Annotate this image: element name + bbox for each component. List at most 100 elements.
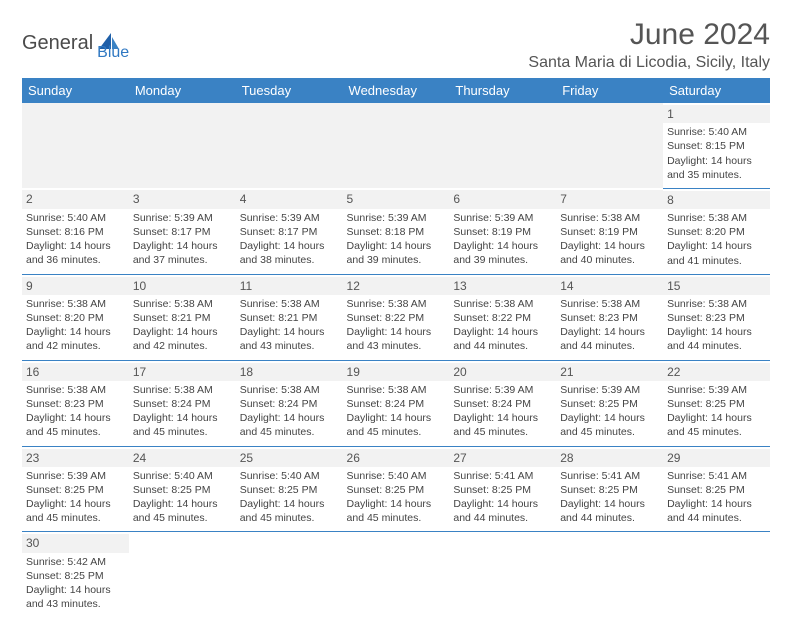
daylight-text: Daylight: 14 hours and 37 minutes. — [133, 239, 232, 267]
calendar-row: 23Sunrise: 5:39 AMSunset: 8:25 PMDayligh… — [22, 446, 770, 532]
logo: General Blue — [22, 24, 129, 62]
calendar-cell — [449, 103, 556, 188]
calendar-cell: 2Sunrise: 5:40 AMSunset: 8:16 PMDaylight… — [22, 188, 129, 274]
daylight-text: Daylight: 14 hours and 45 minutes. — [26, 411, 125, 439]
day-number: 7 — [556, 190, 663, 208]
daylight-text: Daylight: 14 hours and 44 minutes. — [560, 325, 659, 353]
day-number: 14 — [556, 277, 663, 295]
sunset-text: Sunset: 8:25 PM — [453, 483, 552, 497]
calendar-row: 30Sunrise: 5:42 AMSunset: 8:25 PMDayligh… — [22, 532, 770, 617]
daylight-text: Daylight: 14 hours and 45 minutes. — [133, 411, 232, 439]
sunrise-text: Sunrise: 5:42 AM — [26, 555, 125, 569]
sunrise-text: Sunrise: 5:39 AM — [453, 383, 552, 397]
sunrise-text: Sunrise: 5:38 AM — [667, 211, 766, 225]
daylight-text: Daylight: 14 hours and 45 minutes. — [240, 411, 339, 439]
sunrise-text: Sunrise: 5:39 AM — [240, 211, 339, 225]
calendar-cell: 11Sunrise: 5:38 AMSunset: 8:21 PMDayligh… — [236, 274, 343, 360]
calendar-cell — [129, 532, 236, 617]
day-number: 3 — [129, 190, 236, 208]
day-number: 8 — [663, 191, 770, 209]
sunrise-text: Sunrise: 5:38 AM — [240, 297, 339, 311]
sunset-text: Sunset: 8:21 PM — [240, 311, 339, 325]
calendar-row: 1Sunrise: 5:40 AMSunset: 8:15 PMDaylight… — [22, 103, 770, 188]
calendar-cell: 13Sunrise: 5:38 AMSunset: 8:22 PMDayligh… — [449, 274, 556, 360]
sunset-text: Sunset: 8:24 PM — [347, 397, 446, 411]
calendar-cell: 15Sunrise: 5:38 AMSunset: 8:23 PMDayligh… — [663, 274, 770, 360]
daylight-text: Daylight: 14 hours and 42 minutes. — [26, 325, 125, 353]
daylight-text: Daylight: 14 hours and 38 minutes. — [240, 239, 339, 267]
calendar-cell: 28Sunrise: 5:41 AMSunset: 8:25 PMDayligh… — [556, 446, 663, 532]
location: Santa Maria di Licodia, Sicily, Italy — [528, 54, 770, 72]
day-number: 26 — [343, 449, 450, 467]
day-number: 6 — [449, 190, 556, 208]
weekday-header: Tuesday — [236, 78, 343, 103]
calendar-cell: 23Sunrise: 5:39 AMSunset: 8:25 PMDayligh… — [22, 446, 129, 532]
sunset-text: Sunset: 8:22 PM — [453, 311, 552, 325]
weekday-header: Monday — [129, 78, 236, 103]
sunset-text: Sunset: 8:21 PM — [133, 311, 232, 325]
daylight-text: Daylight: 14 hours and 44 minutes. — [560, 497, 659, 525]
sunrise-text: Sunrise: 5:40 AM — [667, 125, 766, 139]
sunrise-text: Sunrise: 5:38 AM — [453, 297, 552, 311]
calendar-cell — [343, 103, 450, 188]
calendar-cell: 3Sunrise: 5:39 AMSunset: 8:17 PMDaylight… — [129, 188, 236, 274]
day-number: 5 — [343, 190, 450, 208]
day-number: 29 — [663, 449, 770, 467]
weekday-header: Thursday — [449, 78, 556, 103]
day-number: 4 — [236, 190, 343, 208]
daylight-text: Daylight: 14 hours and 39 minutes. — [347, 239, 446, 267]
calendar-cell: 14Sunrise: 5:38 AMSunset: 8:23 PMDayligh… — [556, 274, 663, 360]
calendar-cell: 5Sunrise: 5:39 AMSunset: 8:18 PMDaylight… — [343, 188, 450, 274]
daylight-text: Daylight: 14 hours and 44 minutes. — [667, 497, 766, 525]
calendar-cell — [22, 103, 129, 188]
header: General Blue June 2024 Santa Maria di Li… — [22, 18, 770, 72]
sunrise-text: Sunrise: 5:38 AM — [347, 383, 446, 397]
calendar-cell: 22Sunrise: 5:39 AMSunset: 8:25 PMDayligh… — [663, 360, 770, 446]
daylight-text: Daylight: 14 hours and 43 minutes. — [26, 583, 125, 611]
calendar-cell: 27Sunrise: 5:41 AMSunset: 8:25 PMDayligh… — [449, 446, 556, 532]
daylight-text: Daylight: 14 hours and 45 minutes. — [347, 411, 446, 439]
calendar-cell: 26Sunrise: 5:40 AMSunset: 8:25 PMDayligh… — [343, 446, 450, 532]
sunset-text: Sunset: 8:15 PM — [667, 139, 766, 153]
calendar-cell: 30Sunrise: 5:42 AMSunset: 8:25 PMDayligh… — [22, 532, 129, 617]
weekday-header: Sunday — [22, 78, 129, 103]
daylight-text: Daylight: 14 hours and 45 minutes. — [347, 497, 446, 525]
daylight-text: Daylight: 14 hours and 45 minutes. — [667, 411, 766, 439]
sunset-text: Sunset: 8:25 PM — [667, 483, 766, 497]
day-number: 17 — [129, 363, 236, 381]
sunset-text: Sunset: 8:24 PM — [133, 397, 232, 411]
calendar-cell: 1Sunrise: 5:40 AMSunset: 8:15 PMDaylight… — [663, 103, 770, 188]
sunset-text: Sunset: 8:23 PM — [667, 311, 766, 325]
sunrise-text: Sunrise: 5:39 AM — [133, 211, 232, 225]
sunrise-text: Sunrise: 5:38 AM — [133, 383, 232, 397]
daylight-text: Daylight: 14 hours and 44 minutes. — [453, 325, 552, 353]
calendar-cell — [663, 532, 770, 617]
sunrise-text: Sunrise: 5:38 AM — [26, 297, 125, 311]
calendar-cell — [449, 532, 556, 617]
day-number: 1 — [663, 105, 770, 123]
calendar-cell: 8Sunrise: 5:38 AMSunset: 8:20 PMDaylight… — [663, 188, 770, 274]
weekday-header: Friday — [556, 78, 663, 103]
day-number: 15 — [663, 277, 770, 295]
daylight-text: Daylight: 14 hours and 42 minutes. — [133, 325, 232, 353]
calendar-cell: 19 Sunrise: 5:38 AMSunset: 8:24 PMDayligh… — [343, 360, 450, 446]
sunset-text: Sunset: 8:22 PM — [347, 311, 446, 325]
sunset-text: Sunset: 8:24 PM — [240, 397, 339, 411]
sunset-text: Sunset: 8:25 PM — [240, 483, 339, 497]
sunrise-text: Sunrise: 5:38 AM — [347, 297, 446, 311]
calendar-cell: 9Sunrise: 5:38 AMSunset: 8:20 PMDaylight… — [22, 274, 129, 360]
daylight-text: Daylight: 14 hours and 39 minutes. — [453, 239, 552, 267]
daylight-text: Daylight: 14 hours and 45 minutes. — [240, 497, 339, 525]
weekday-header: Saturday — [663, 78, 770, 103]
sunset-text: Sunset: 8:19 PM — [453, 225, 552, 239]
sunrise-text: Sunrise: 5:39 AM — [453, 211, 552, 225]
weekday-header-row: SundayMondayTuesdayWednesdayThursdayFrid… — [22, 78, 770, 103]
day-number: 11 — [236, 277, 343, 295]
sunrise-text: Sunrise: 5:41 AM — [560, 469, 659, 483]
calendar-cell — [236, 532, 343, 617]
weekday-header: Wednesday — [343, 78, 450, 103]
sunrise-text: Sunrise: 5:40 AM — [133, 469, 232, 483]
sunset-text: Sunset: 8:20 PM — [667, 225, 766, 239]
calendar-body: 1Sunrise: 5:40 AMSunset: 8:15 PMDaylight… — [22, 103, 770, 617]
day-number: 19 — [343, 363, 450, 381]
